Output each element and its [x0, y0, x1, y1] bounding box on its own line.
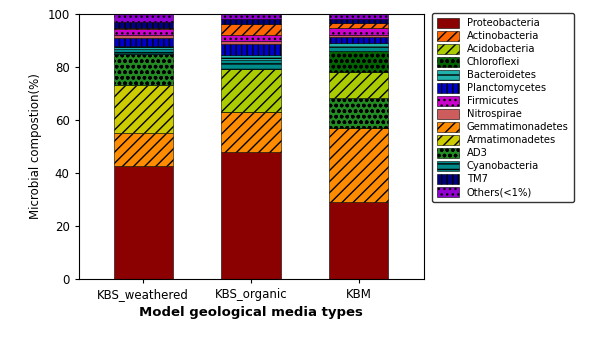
- Bar: [114, 35, 173, 38]
- Bar: [114, 28, 173, 29]
- X-axis label: Model geological media types: Model geological media types: [139, 306, 363, 319]
- Bar: [221, 41, 281, 44]
- Bar: [329, 72, 388, 99]
- Bar: [114, 133, 173, 166]
- Bar: [221, 14, 281, 19]
- Bar: [329, 51, 388, 72]
- Bar: [114, 166, 173, 279]
- Bar: [114, 22, 173, 28]
- Bar: [329, 14, 388, 19]
- Bar: [329, 128, 388, 202]
- Bar: [329, 99, 388, 128]
- Bar: [329, 35, 388, 37]
- Bar: [329, 47, 388, 51]
- Bar: [221, 44, 281, 55]
- Bar: [329, 28, 388, 35]
- Bar: [221, 24, 281, 35]
- Bar: [221, 112, 281, 152]
- Bar: [114, 29, 173, 35]
- Bar: [329, 37, 388, 43]
- Legend: Proteobacteria, Actinobacteria, Acidobacteria, Chloroflexi, Bacteroidetes, Planc: Proteobacteria, Actinobacteria, Acidobac…: [432, 13, 574, 203]
- Bar: [114, 38, 173, 46]
- Bar: [114, 46, 173, 49]
- Bar: [221, 152, 281, 279]
- Bar: [329, 43, 388, 47]
- Bar: [221, 60, 281, 69]
- Bar: [114, 14, 173, 22]
- Bar: [221, 35, 281, 41]
- Bar: [221, 19, 281, 24]
- Bar: [221, 55, 281, 60]
- Y-axis label: Microbial compostion(%): Microbial compostion(%): [29, 73, 42, 219]
- Bar: [114, 53, 173, 85]
- Bar: [329, 19, 388, 23]
- Bar: [329, 202, 388, 279]
- Bar: [329, 23, 388, 28]
- Bar: [114, 85, 173, 133]
- Bar: [221, 69, 281, 112]
- Bar: [114, 49, 173, 53]
